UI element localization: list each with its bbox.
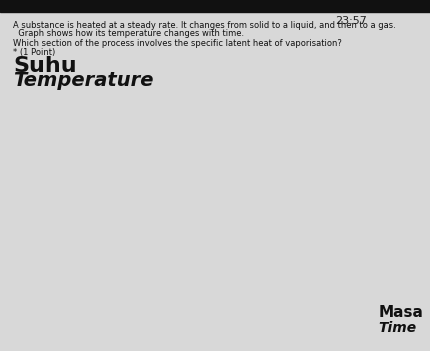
Text: 23:57: 23:57: [335, 16, 367, 26]
Text: R: R: [178, 205, 189, 220]
Text: Graph shows how its temperature changes with time.: Graph shows how its temperature changes …: [13, 29, 244, 39]
Text: P: P: [76, 297, 85, 312]
Text: Q: Q: [117, 269, 129, 284]
Text: Suhu: Suhu: [13, 56, 77, 76]
Text: S: S: [240, 184, 250, 198]
Text: Which section of the process involves the specific latent heat of vaporisation?: Which section of the process involves th…: [13, 39, 342, 48]
Text: Temperature: Temperature: [13, 71, 154, 90]
Text: Time: Time: [378, 321, 417, 335]
Text: Masa: Masa: [378, 305, 423, 320]
Text: A substance is heated at a steady rate. It changes from solid to a liquid, and t: A substance is heated at a steady rate. …: [13, 21, 396, 30]
Text: * (1 Point): * (1 Point): [13, 48, 55, 57]
